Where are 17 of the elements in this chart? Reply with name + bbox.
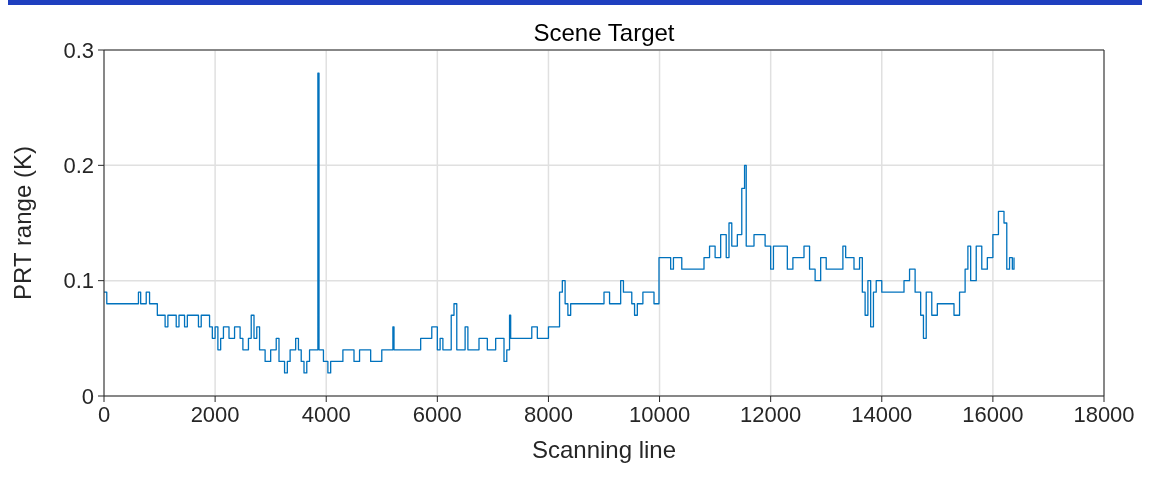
x-tick-label: 16000 bbox=[962, 401, 1024, 427]
x-tick-label: 10000 bbox=[628, 401, 691, 427]
x-tick-label: 4000 bbox=[301, 401, 351, 427]
y-tick-label: 0.2 bbox=[63, 153, 94, 179]
y-tick-label: 0.1 bbox=[63, 268, 94, 294]
x-tick-label: 8000 bbox=[523, 401, 573, 427]
y-tick-label: 0.3 bbox=[63, 37, 94, 63]
y-tick-label: 0 bbox=[81, 383, 94, 409]
x-tick-label: 18000 bbox=[1073, 401, 1135, 427]
chart-title: Scene Target bbox=[533, 19, 675, 46]
x-tick-label: 14000 bbox=[851, 401, 913, 427]
x-tick-label: 2000 bbox=[190, 401, 240, 427]
x-tick-label: 12000 bbox=[740, 401, 802, 427]
y-axis-title: PRT range (K) bbox=[8, 146, 36, 300]
x-tick-label: 6000 bbox=[412, 401, 462, 427]
x-tick-label: 0 bbox=[97, 401, 111, 427]
x-axis-title: Scanning line bbox=[531, 436, 677, 463]
